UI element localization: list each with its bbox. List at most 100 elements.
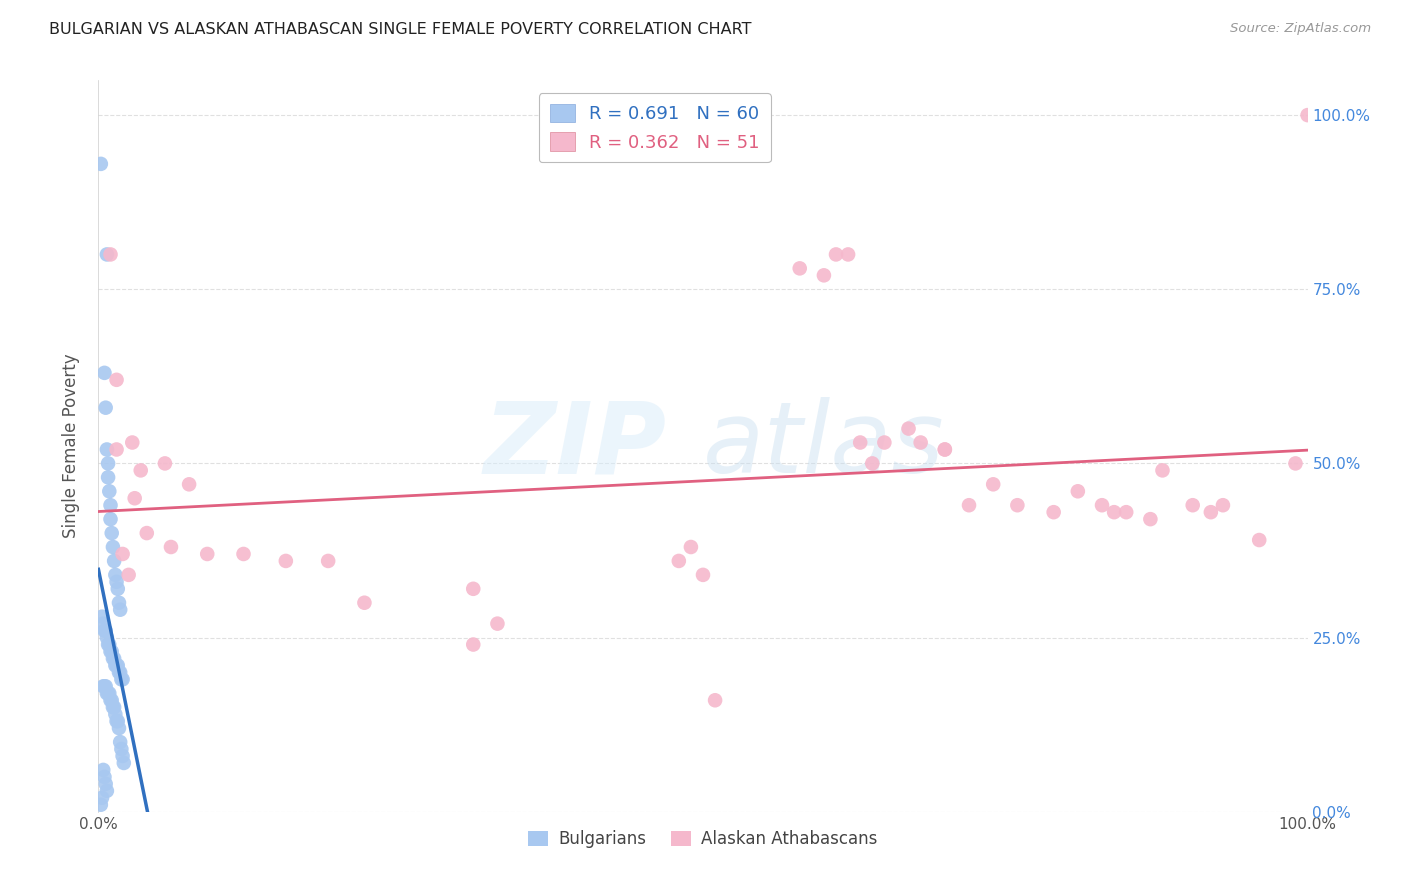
Point [100, 247, 122, 261]
Point [1042, 505, 1064, 519]
Point [94, 679, 117, 693]
Point [110, 742, 132, 756]
Point [160, 540, 183, 554]
Point [100, 693, 122, 707]
Point [105, 373, 128, 387]
Point [107, 582, 129, 596]
Point [118, 567, 141, 582]
Point [957, 498, 980, 512]
Point [93, 624, 115, 638]
Point [668, 554, 690, 568]
Point [934, 442, 956, 457]
Point [91, 763, 114, 777]
Point [91, 679, 114, 693]
Point [97, 457, 120, 471]
Point [105, 442, 128, 457]
Point [97, 638, 120, 652]
Point [1091, 498, 1114, 512]
Point [111, 673, 134, 687]
Point [1007, 498, 1029, 512]
Point [486, 616, 509, 631]
Point [692, 567, 714, 582]
Point [860, 457, 883, 471]
Point [108, 735, 131, 749]
Point [110, 673, 132, 687]
Point [107, 714, 129, 728]
Point [96, 442, 118, 457]
Point [463, 582, 485, 596]
Text: Source: ZipAtlas.com: Source: ZipAtlas.com [1230, 22, 1371, 36]
Point [111, 749, 134, 764]
Point [100, 644, 122, 658]
Point [111, 547, 134, 561]
Point [98, 638, 121, 652]
Point [108, 665, 131, 680]
Legend: Bulgarians, Alaskan Athabascans: Bulgarians, Alaskan Athabascans [522, 823, 884, 855]
Point [98, 484, 121, 499]
Point [1067, 484, 1090, 499]
Point [316, 554, 339, 568]
Point [1181, 498, 1204, 512]
Point [108, 721, 131, 735]
Point [704, 693, 727, 707]
Point [94, 401, 117, 415]
Point [91, 609, 114, 624]
Point [1139, 512, 1161, 526]
Point [100, 498, 122, 512]
Point [1284, 457, 1306, 471]
Point [934, 442, 956, 457]
Point [105, 714, 128, 728]
Point [98, 686, 121, 700]
Point [981, 477, 1004, 491]
Point [108, 603, 131, 617]
Point [837, 247, 859, 261]
Point [897, 421, 920, 435]
Point [93, 366, 115, 380]
Point [135, 526, 157, 541]
Point [849, 435, 872, 450]
Point [1249, 533, 1271, 547]
Point [1212, 498, 1234, 512]
Point [274, 554, 297, 568]
Point [100, 512, 122, 526]
Point [105, 658, 128, 673]
Point [108, 665, 131, 680]
Point [789, 261, 811, 276]
Point [107, 658, 129, 673]
Point [91, 790, 114, 805]
Point [90, 157, 112, 171]
Point [179, 477, 201, 491]
Point [112, 756, 135, 770]
Point [94, 624, 117, 638]
Point [195, 547, 218, 561]
Point [679, 540, 702, 554]
Point [96, 784, 118, 798]
Point [97, 470, 120, 484]
Point [93, 770, 115, 784]
Point [232, 547, 254, 561]
Text: atlas: atlas [703, 398, 945, 494]
Point [90, 797, 112, 812]
Point [100, 644, 122, 658]
Point [103, 554, 125, 568]
Point [104, 658, 127, 673]
Point [103, 651, 125, 665]
Point [153, 457, 176, 471]
Point [97, 686, 120, 700]
Point [1115, 505, 1137, 519]
Point [100, 526, 122, 541]
Point [96, 686, 118, 700]
Point [1199, 505, 1222, 519]
Point [353, 596, 375, 610]
Point [873, 435, 896, 450]
Text: ZIP: ZIP [484, 398, 666, 494]
Point [825, 247, 848, 261]
Point [1102, 505, 1125, 519]
Point [463, 638, 485, 652]
Point [100, 693, 122, 707]
Text: BULGARIAN VS ALASKAN ATHABASCAN SINGLE FEMALE POVERTY CORRELATION CHART: BULGARIAN VS ALASKAN ATHABASCAN SINGLE F… [49, 22, 752, 37]
Point [101, 651, 124, 665]
Point [910, 435, 932, 450]
Point [1296, 108, 1319, 122]
Point [101, 540, 124, 554]
